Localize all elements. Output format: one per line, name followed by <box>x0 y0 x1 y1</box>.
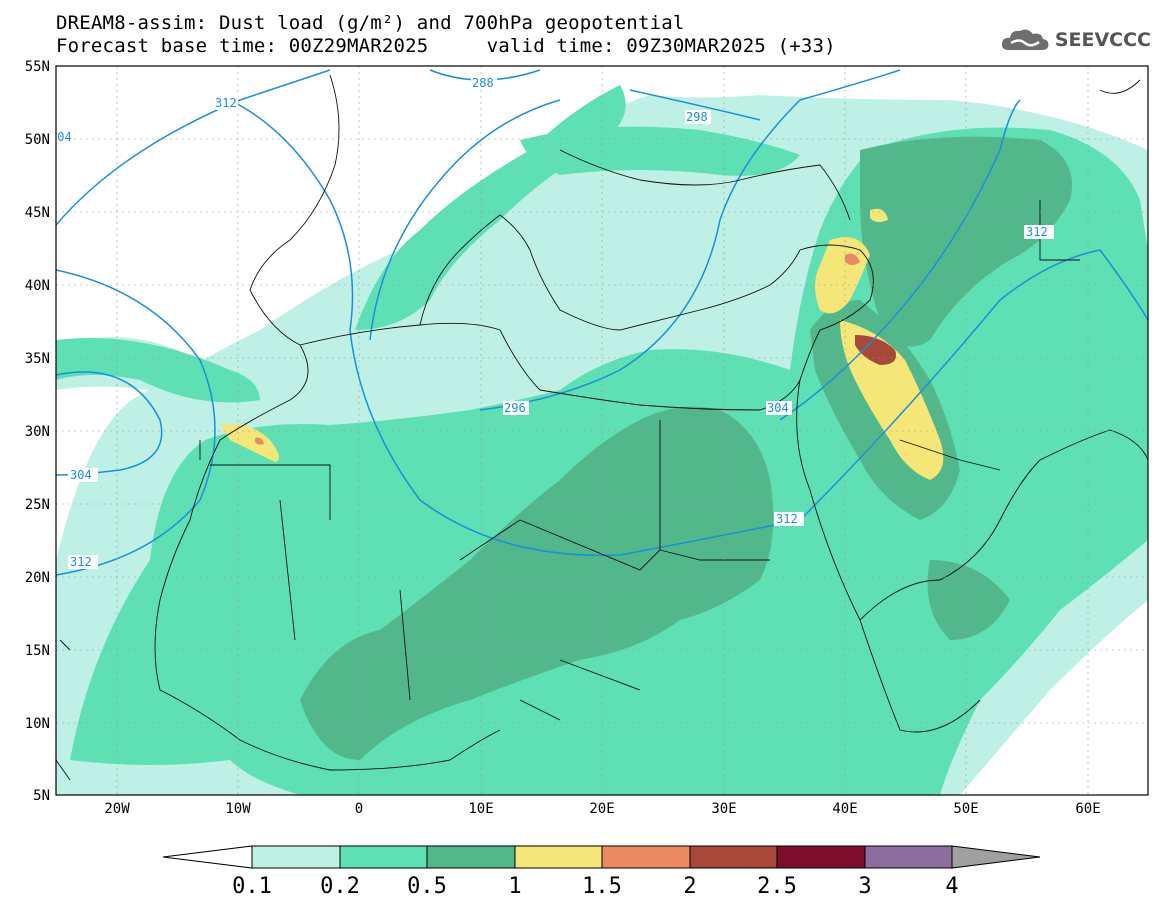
contour-label: 304 <box>70 468 92 482</box>
lon-tick-label: 50E <box>953 801 978 817</box>
colorbar-segment <box>426 845 516 869</box>
colorbar-segment <box>864 845 953 869</box>
contour-label: 288 <box>472 76 494 90</box>
colorbar-label: 1.5 <box>582 874 622 899</box>
lon-tick-label: 10W <box>225 801 251 817</box>
lon-tick-label: 40E <box>832 801 857 817</box>
lat-axis: 55N 50N 45N 40N 35N 30N 25N 20N 15N 10N … <box>25 59 50 804</box>
contour-label: 304 <box>50 130 72 144</box>
colorbar-segment <box>689 845 778 869</box>
colorbar-label: 3 <box>858 874 871 899</box>
lat-tick-label: 50N <box>25 132 50 148</box>
contour-labels: 312 304 288 298 296 304 304 312 312 312 <box>50 76 1054 569</box>
contour-label: 312 <box>776 512 798 526</box>
contour-label: 298 <box>686 110 708 124</box>
colorbar-label: 1 <box>508 874 521 899</box>
lat-tick-label: 40N <box>25 278 50 294</box>
contour-label: 296 <box>504 401 526 415</box>
graticule <box>56 66 1148 795</box>
lat-tick-label: 35N <box>25 351 50 367</box>
colorbar-label: 0.5 <box>407 874 447 899</box>
lon-tick-label: 20E <box>589 801 614 817</box>
contour-label: 312 <box>70 555 92 569</box>
colorbar-upper-arrow <box>951 845 1041 869</box>
lat-tick-label: 55N <box>25 59 50 75</box>
colorbar-label: 0.1 <box>232 874 272 899</box>
coastlines <box>56 74 1148 781</box>
dust-field-high <box>255 253 896 445</box>
chart-title: DREAM8-assim: Dust load (g/m²) and 700hP… <box>56 12 685 34</box>
contour-label: 304 <box>767 401 789 415</box>
lon-tick-label: 0 <box>355 801 363 817</box>
chart-subtitle: Forecast base time: 00Z29MAR2025 valid t… <box>56 35 836 57</box>
map-plot-area: 312 304 288 298 296 304 304 312 312 312 <box>50 66 1148 795</box>
lon-axis: 20W 10W 0 10E 20E 30E 40E 50E 60E <box>104 801 1100 817</box>
lon-tick-label: 60E <box>1075 801 1100 817</box>
colorbar-label: 2 <box>683 874 696 899</box>
colorbar: 0.1 0.2 0.5 1 1.5 2 2.5 3 4 <box>162 845 1041 899</box>
lat-tick-label: 25N <box>25 497 50 513</box>
colorbar-label: 4 <box>945 874 958 899</box>
lat-tick-label: 15N <box>25 643 50 659</box>
lon-tick-label: 10E <box>468 801 493 817</box>
lat-tick-label: 45N <box>25 205 50 221</box>
colorbar-segment <box>339 845 428 869</box>
colorbar-segment <box>514 845 603 869</box>
colorbar-label: 0.2 <box>320 874 360 899</box>
geopotential-contours <box>56 69 1148 576</box>
lat-tick-label: 20N <box>25 570 50 586</box>
colorbar-segment <box>776 845 866 869</box>
contour-label: 312 <box>215 96 237 110</box>
lat-tick-label: 10N <box>25 716 50 732</box>
cloud-icon <box>1001 29 1049 50</box>
seevccc-logo: SEEVCCC <box>999 26 1151 54</box>
plot-frame <box>55 65 1149 796</box>
colorbar-label: 2.5 <box>757 874 797 899</box>
colorbar-segment <box>251 845 341 869</box>
logo-text: SEEVCCC <box>1054 29 1151 51</box>
contour-label: 312 <box>1026 225 1048 239</box>
lat-tick-label: 30N <box>25 424 50 440</box>
lon-tick-label: 20W <box>104 801 130 817</box>
colorbar-segment <box>601 845 691 869</box>
lon-tick-label: 30E <box>711 801 736 817</box>
lat-tick-label: 5N <box>33 788 50 804</box>
colorbar-lower-arrow <box>162 845 253 869</box>
